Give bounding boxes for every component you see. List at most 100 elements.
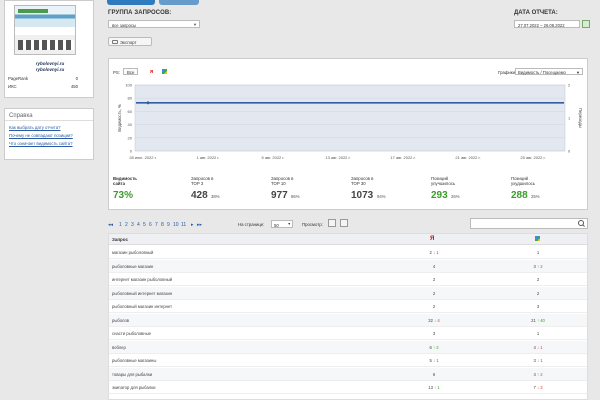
kpi-card: Запросов в TOP 30 1073 94% — [351, 176, 425, 208]
y-right-tick-label: 0 — [568, 149, 571, 154]
position-delta: 1 — [539, 344, 543, 350]
position-delta: 1 — [436, 385, 440, 390]
view-expanded-icon[interactable] — [340, 219, 348, 227]
kpi-value: 293 — [431, 190, 448, 201]
arrow-down-icon: ↓ — [535, 358, 540, 363]
pager-page-11[interactable]: 11 — [181, 222, 187, 228]
arrow-down-icon: ↓ — [535, 385, 540, 390]
yandex-position-cell: 32 ↓ 4 — [409, 318, 459, 323]
kpi-label-line: ухудшилось — [511, 181, 535, 186]
iks-label: ИКС — [8, 84, 17, 89]
pager-page-4[interactable]: 4 — [137, 222, 140, 228]
position-delta: 3 — [539, 385, 543, 390]
position-value: 2 — [536, 277, 540, 282]
pager-last-button[interactable]: ▸▸ — [197, 222, 203, 228]
pager-page-1[interactable]: 1 — [119, 222, 122, 228]
tab-secondary[interactable] — [159, 0, 199, 5]
query-cell: рыболовный магазин интернет — [112, 304, 173, 309]
kpi-value: 288 — [511, 190, 528, 201]
arrow-up-icon: ↑ — [432, 385, 437, 390]
pager-first-button[interactable]: ◂◂ — [108, 222, 114, 228]
y-tick-label: 0 — [130, 149, 133, 154]
position-value: 2 — [432, 304, 436, 309]
search-icon[interactable] — [576, 219, 586, 228]
table-row[interactable]: воблер 6 ↑ 2 4 ↓ 1 — [109, 340, 587, 354]
google-position-cell: 1 — [513, 250, 563, 255]
ps-all-button[interactable]: Все — [123, 68, 139, 75]
table-row[interactable]: товары для рыбалки 6 4 ↑ 2 — [109, 367, 587, 381]
kpi-value: 1073 — [351, 190, 374, 201]
graphs-select[interactable]: Видимость / Посещаемо ▼ — [515, 68, 583, 75]
column-query-header[interactable]: Запрос — [112, 237, 128, 242]
report-date-input[interactable]: 27.07.2022 – 26.08.2022 — [514, 20, 580, 28]
table-row[interactable]: рыболовный магазин интернет 2 3 — [109, 300, 587, 313]
pager-page-7[interactable]: 7 — [155, 222, 158, 228]
position-value: 3 — [533, 263, 536, 269]
table-row[interactable]: рыболов 32 ↓ 4 21 ↑ 40 — [109, 313, 587, 327]
ps-google-button[interactable] — [159, 68, 168, 75]
position-value: 32 — [428, 317, 433, 323]
x-tick-label: 13 авг. 2022 г. — [325, 155, 350, 160]
position-value: 1 — [536, 331, 540, 336]
x-tick-label: 1 авг. 2022 г. — [197, 155, 220, 160]
query-cell: магазин рыболовный — [112, 250, 154, 255]
kpi-label-line: Позиций — [511, 176, 529, 181]
table-row[interactable]: интернет магазин рыболовный 2 2 — [109, 273, 587, 286]
kpi-value: 977 — [271, 190, 288, 201]
view-label: Просмотр: — [302, 222, 323, 227]
y-right-axis-label: Переходы — [578, 108, 583, 128]
pager-page-9[interactable]: 9 — [167, 222, 170, 228]
tab-active[interactable] — [107, 0, 155, 5]
help-title: Справка — [5, 109, 93, 121]
per-page-select[interactable]: 50 ▼ — [271, 220, 293, 228]
pager-page-10[interactable]: 10 — [173, 222, 179, 228]
position-value: 2 — [432, 277, 436, 282]
pagination: ◂◂ 1 2 3 4 5 6 7 8 9 10 11 ▸ ▸▸ — [108, 222, 548, 230]
site-thumbnail[interactable] — [14, 5, 76, 55]
chevron-down-icon: ▼ — [193, 22, 197, 27]
position-value: 2 — [429, 250, 432, 255]
kpi-card: Запросов в TOP 10 977 86% — [271, 176, 345, 208]
table-row[interactable]: экипатор для рыбалки 13 ↑ 1 7 ↓ 3 — [109, 381, 587, 394]
position-delta: 4 — [436, 317, 440, 323]
export-button[interactable]: Экспорт — [108, 37, 152, 46]
kpi-percent: 94% — [377, 194, 386, 199]
pager-page-6[interactable]: 6 — [149, 222, 152, 228]
position-delta: 2 — [539, 371, 543, 377]
pagerank-value: 0 — [75, 76, 78, 81]
ps-label: PS: — [113, 70, 120, 75]
pager-page-3[interactable]: 3 — [131, 222, 134, 228]
table-row[interactable]: рыболовный интернет магазин 2 2 — [109, 286, 587, 300]
position-delta: 1 — [435, 358, 439, 363]
pager-next-button[interactable]: ▸ — [191, 222, 194, 228]
help-link-visibility[interactable]: Что означает видимость сайта? — [9, 140, 73, 146]
kpi-label-line: Видимость — [113, 176, 137, 181]
yandex-position-cell: 2 ↓ 1 — [409, 250, 459, 255]
y-tick-label: 100 — [125, 83, 132, 88]
pager-page-5[interactable]: 5 — [143, 222, 146, 228]
table-row[interactable]: снасти рыболовные 3 1 — [109, 327, 587, 340]
table-row[interactable]: магазин рыболовный 2 ↓ 1 1 — [109, 246, 587, 259]
kpi-value: 73% — [113, 190, 134, 201]
pager-page-2[interactable]: 2 — [125, 222, 128, 228]
site-name-link-secondary[interactable]: rybolovnyi.ru — [35, 67, 65, 72]
table-row[interactable]: рыболовные магазин 4 3 ↑ 2 — [109, 259, 587, 273]
google-position-cell: 4 ↑ 2 — [513, 372, 563, 377]
pager-page-8[interactable]: 8 — [161, 222, 164, 228]
position-value: 4 — [533, 371, 536, 377]
table-header: Запрос Я — [109, 234, 587, 245]
site-name-link[interactable]: rybolovnyi.ru — [35, 61, 65, 66]
help-link-report-date[interactable]: Как выбрать дату отчета? — [9, 124, 61, 130]
calendar-icon[interactable] — [582, 20, 590, 28]
query-group-select[interactable]: все запросы ▼ — [108, 20, 200, 28]
yandex-position-cell: 2 — [409, 291, 459, 296]
view-compact-icon[interactable] — [328, 219, 336, 227]
table-search-input[interactable] — [470, 218, 588, 229]
chevron-down-icon: ▼ — [576, 69, 580, 75]
arrow-down-icon: ↓ — [432, 317, 437, 323]
help-link-positions[interactable]: Почему не совпадают позиции? — [9, 132, 73, 138]
ps-yandex-button[interactable]: Я — [150, 69, 154, 74]
column-google-header[interactable] — [535, 236, 540, 243]
column-yandex-header[interactable]: Я — [430, 236, 435, 242]
